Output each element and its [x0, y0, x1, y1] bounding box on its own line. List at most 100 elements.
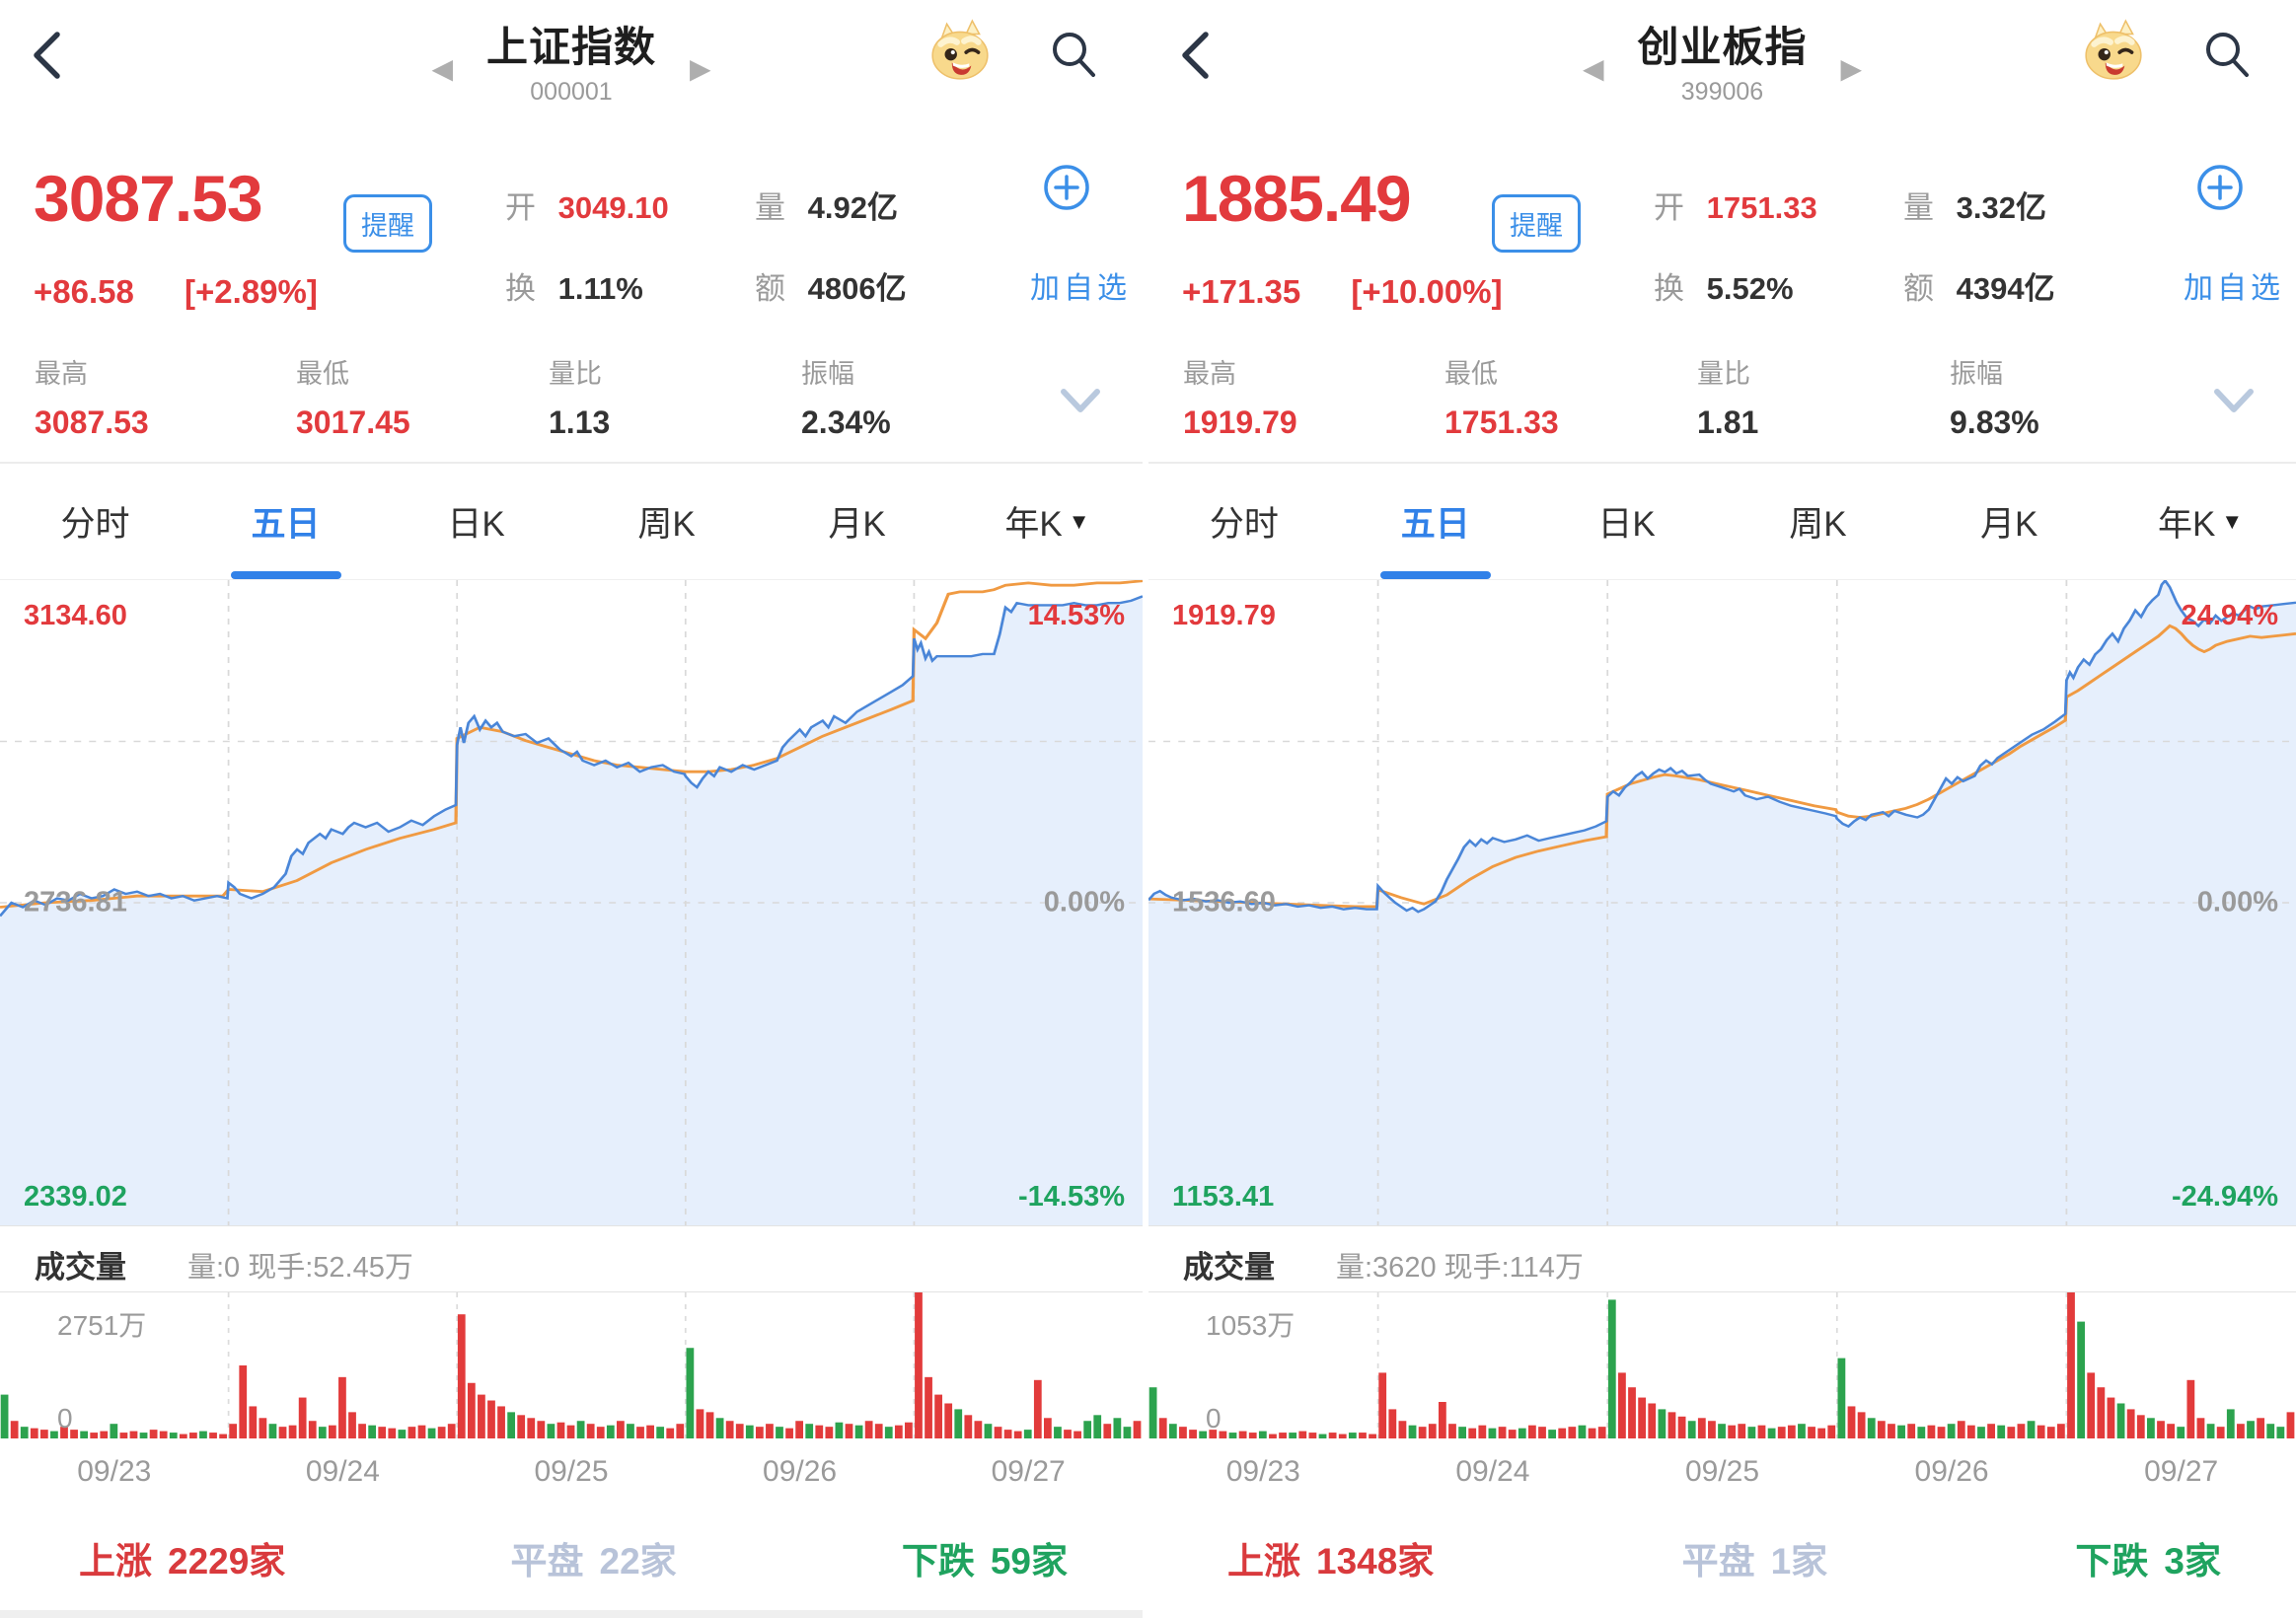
tab-five-day[interactable]: 五日: [190, 464, 381, 579]
add-watchlist-icon[interactable]: [1042, 163, 1091, 212]
search-icon[interactable]: [2201, 28, 2253, 83]
back-icon[interactable]: [1178, 30, 1212, 81]
volume-axis-zero: 0: [57, 1403, 73, 1434]
volume-stat: 量 3.32亿: [1903, 183, 2046, 227]
amount-value: 4806亿: [807, 271, 907, 306]
mascot-emoji-icon[interactable]: [927, 18, 993, 83]
decliners-stat: 下跌 3家: [2075, 1531, 2221, 1584]
volume-chart[interactable]: 1053万 0: [1148, 1292, 2296, 1438]
add-watchlist-button[interactable]: 加自选: [2184, 272, 2284, 305]
open-label: 开: [505, 190, 536, 225]
open-stat: 开 3049.10: [505, 183, 669, 227]
date-label: 09/26: [1914, 1454, 1989, 1488]
date-axis: 09/23 09/24 09/25 09/26 09/27: [0, 1438, 1143, 1505]
index-name: 创业板指: [1637, 24, 1808, 70]
prev-index-arrow-icon[interactable]: ◀: [431, 53, 453, 84]
panel-header: ◀ 上证指数 000001 ▶: [0, 0, 1143, 113]
tab-label: 分时: [1209, 505, 1279, 544]
secondary-stats: 最高 1919.79 最低 1751.33 量比 1.81 振幅 9.83%: [1148, 340, 2296, 464]
volume-chart[interactable]: 2751万 0: [0, 1292, 1143, 1438]
back-icon[interactable]: [30, 30, 63, 81]
market-breadth-row: 上涨 2229家 平盘 22家 下跌 59家: [0, 1505, 1143, 1610]
five-day-price-chart[interactable]: 1919.79 24.94% 1536.60 0.00% 1153.41 -24…: [1148, 580, 2296, 1225]
tab-daily-k[interactable]: 日K: [1531, 464, 1723, 579]
chart-min-price-label: 1153.41: [1172, 1181, 1275, 1213]
amplitude-value: 9.83%: [1950, 404, 2039, 440]
price-alert-button[interactable]: 提醒: [343, 194, 432, 253]
decliners-stat: 下跌 59家: [902, 1531, 1068, 1584]
index-code: 399006: [1680, 78, 1764, 106]
index-title: 上证指数 000001: [486, 14, 656, 107]
unchanged-value: 1家: [1770, 1540, 1828, 1581]
volume-ratio-label: 量比: [549, 359, 602, 389]
expand-stats-chevron-icon[interactable]: [2213, 388, 2255, 415]
volume-value: 4.92亿: [807, 190, 898, 225]
next-index-arrow-icon[interactable]: ▶: [690, 53, 711, 84]
high-value: 3087.53: [35, 404, 149, 440]
secondary-stats: 最高 3087.53 最低 3017.45 量比 1.13 振幅 2.34%: [0, 340, 1143, 464]
advancers-value: 2229家: [168, 1540, 286, 1581]
date-axis: 09/23 09/24 09/25 09/26 09/27: [1148, 1438, 2296, 1505]
turnover-value: 5.52%: [1706, 271, 1794, 306]
decliners-label: 下跌: [2075, 1540, 2149, 1581]
tab-five-day[interactable]: 五日: [1340, 464, 1531, 579]
tab-label: 周K: [637, 505, 696, 544]
unchanged-label: 平盘: [510, 1540, 584, 1581]
search-icon[interactable]: [1048, 28, 1099, 83]
volume-title: 成交量: [1183, 1250, 1275, 1285]
period-tab-bar: 分时 五日 日K 周K 月K 年K ▼: [1148, 464, 2296, 580]
panel-header: ◀ 创业板指 399006 ▶: [1148, 0, 2296, 113]
tab-yearly-k[interactable]: 年K ▼: [952, 464, 1143, 579]
unchanged-stat: 平盘 22家: [511, 1531, 677, 1584]
tab-monthly-k[interactable]: 月K: [762, 464, 952, 579]
high-label: 最高: [35, 359, 88, 389]
volume-ratio-value: 1.13: [549, 404, 611, 440]
turnover-label: 换: [1654, 271, 1684, 306]
next-index-arrow-icon[interactable]: ▶: [1840, 53, 1863, 84]
index-panel: ◀ 创业板指 399006 ▶: [1148, 0, 2296, 1618]
high-stat: 最高 1919.79: [1183, 352, 1297, 441]
tab-weekly-k[interactable]: 周K: [1722, 464, 1913, 579]
amount-value: 4394亿: [1956, 271, 2055, 306]
chart-min-price-label: 2339.02: [24, 1181, 127, 1213]
add-watchlist-icon[interactable]: [2195, 163, 2245, 212]
tab-monthly-k[interactable]: 月K: [1913, 464, 2105, 579]
volume-chart-canvas: [1148, 1292, 2295, 1438]
volume-axis-max: 2751万: [57, 1310, 147, 1341]
expand-stats-chevron-icon[interactable]: [1060, 388, 1101, 415]
bottom-sheet-edge: [0, 1610, 1143, 1618]
last-price: 3087.53: [34, 162, 263, 235]
volume-ratio-value: 1.81: [1697, 404, 1759, 440]
turnover-value: 1.11%: [557, 271, 643, 306]
date-label: 09/27: [991, 1454, 1066, 1488]
add-watchlist-button[interactable]: 加自选: [1030, 272, 1131, 305]
low-label: 最低: [1444, 359, 1498, 389]
amount-stat: 额 4394亿: [1903, 263, 2055, 308]
chart-max-price-label: 3134.60: [24, 600, 127, 631]
volume-ratio-stat: 量比 1.81: [1697, 352, 1758, 441]
prev-index-arrow-icon[interactable]: ◀: [1582, 53, 1604, 84]
chart-min-percent-label: -14.53%: [1017, 1181, 1125, 1213]
open-value: 3049.10: [557, 190, 669, 225]
volume-header: 成交量 量:0 现手:52.45万: [0, 1225, 1143, 1292]
volume-meta: 量:3620 现手:114万: [1336, 1252, 1584, 1284]
five-day-price-chart[interactable]: 3134.60 14.53% 2736.81 0.00% 2339.02 -14…: [0, 580, 1143, 1225]
tab-weekly-k[interactable]: 周K: [571, 464, 762, 579]
tab-label: 周K: [1789, 505, 1847, 544]
tab-daily-k[interactable]: 日K: [381, 464, 571, 579]
volume-axis-zero: 0: [1206, 1403, 1222, 1434]
tab-label: 日K: [447, 505, 505, 544]
decliners-value: 3家: [2164, 1540, 2221, 1581]
price-change: +86.58 [+2.89%]: [34, 273, 318, 311]
tab-yearly-k[interactable]: 年K ▼: [2105, 464, 2296, 579]
mascot-emoji-icon[interactable]: [2081, 18, 2146, 83]
date-label: 09/24: [305, 1454, 380, 1488]
tab-minute[interactable]: 分时: [0, 464, 190, 579]
unchanged-stat: 平盘 1家: [1682, 1531, 1828, 1584]
chart-ref-percent-label: 0.00%: [2196, 886, 2278, 919]
chart-max-percent-label: 14.53%: [1027, 600, 1125, 631]
amplitude-value: 2.34%: [801, 404, 891, 440]
tab-minute[interactable]: 分时: [1148, 464, 1340, 579]
price-alert-button[interactable]: 提醒: [1492, 194, 1581, 253]
